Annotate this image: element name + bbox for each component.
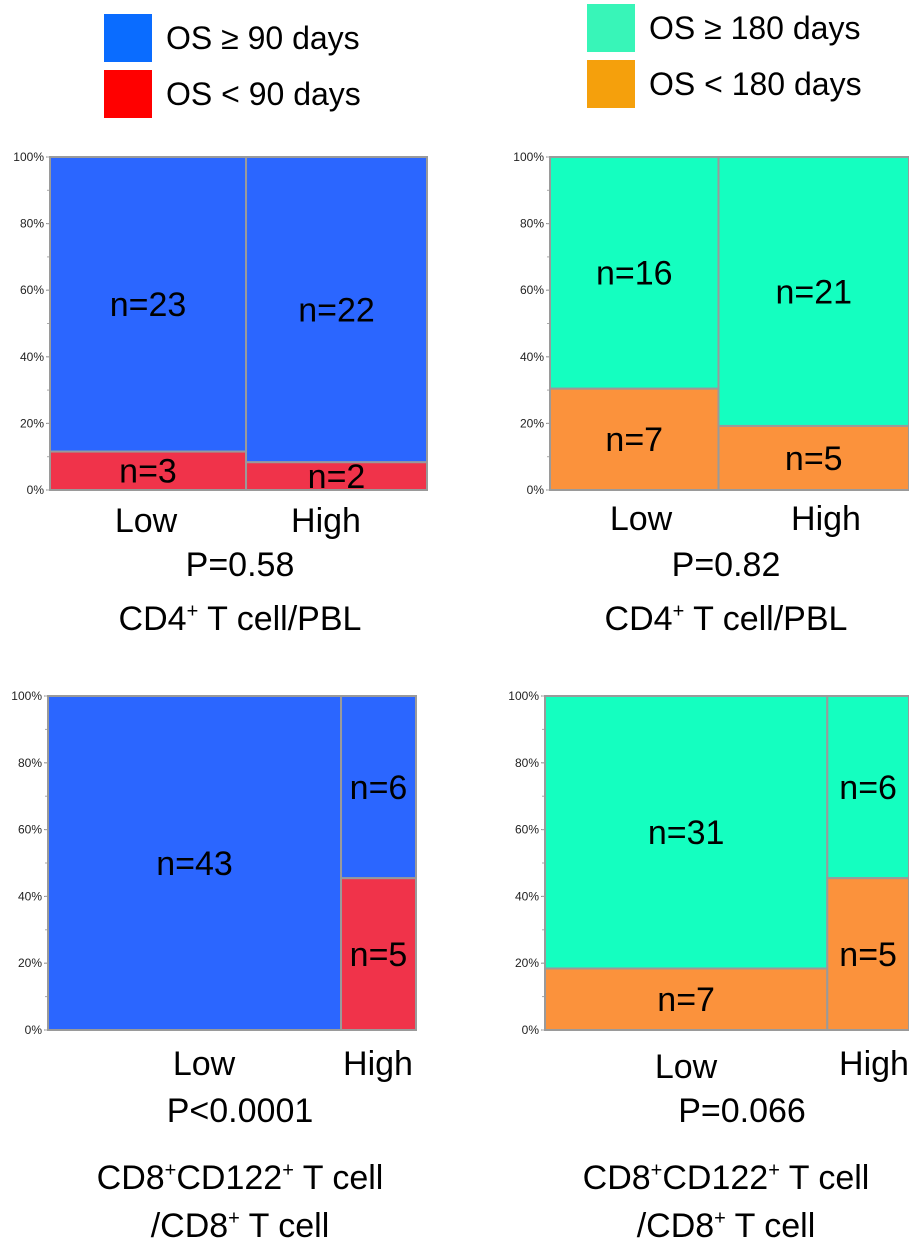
- cell-count-label: n=5: [350, 936, 408, 974]
- pvalue-chart-1: P=0.58: [185, 546, 295, 584]
- legend-label: OS ≥ 180 days: [649, 9, 861, 46]
- mosaic-cell: [544, 967, 829, 1032]
- y-tick-label: 40%: [18, 889, 42, 903]
- y-tick-label: 0%: [25, 1023, 43, 1037]
- mosaic-cell: [717, 156, 909, 427]
- cell-count-label: n=31: [648, 814, 725, 852]
- legend-swatch: [587, 4, 635, 52]
- mosaic-cell: [826, 877, 909, 1031]
- y-tick-label: 0%: [27, 483, 45, 497]
- pvalue-chart-3: P<0.0001: [166, 1092, 314, 1130]
- y-tick-label: 80%: [20, 217, 44, 231]
- mosaic-cell: [340, 877, 418, 1031]
- y-tick-label: 20%: [20, 416, 44, 430]
- caption-chart-1: CD4+ T cell/PBL: [118, 600, 362, 638]
- y-tick-label: 60%: [515, 823, 539, 837]
- y-tick-label: 60%: [520, 283, 544, 297]
- legend-item-os-ge-180: OS ≥ 180 days: [587, 4, 860, 52]
- legend-label: OS < 180 days: [649, 65, 862, 102]
- mosaic-cell: [340, 695, 418, 880]
- legend-swatch: [104, 14, 152, 62]
- y-tick-label: 100%: [11, 689, 42, 703]
- pvalue-chart-2: P=0.82: [671, 546, 781, 584]
- y-tick-label: 20%: [515, 956, 539, 970]
- y-tick-label: 0%: [527, 483, 545, 497]
- category-label: High: [791, 500, 861, 538]
- cell-count-label: n=2: [308, 458, 366, 496]
- y-tick-label: 60%: [20, 283, 44, 297]
- cell-count-label: n=7: [657, 981, 715, 1019]
- y-tick-label: 40%: [520, 350, 544, 364]
- cell-count-label: n=6: [350, 769, 408, 807]
- category-label: Low: [610, 500, 673, 538]
- y-tick-label: 80%: [515, 756, 539, 770]
- legend-item-os-lt-180: OS < 180 days: [587, 60, 862, 108]
- y-tick-label: 60%: [18, 823, 42, 837]
- cell-count-label: n=16: [596, 255, 673, 293]
- legend-label: OS < 90 days: [166, 75, 361, 112]
- cell-count-label: n=5: [785, 440, 843, 478]
- category-label: High: [343, 1045, 413, 1083]
- legend-item-os-ge-90: OS ≥ 90 days: [104, 14, 360, 62]
- cell-count-label: n=3: [119, 453, 177, 491]
- y-tick-label: 100%: [13, 150, 44, 164]
- mosaic-cell: [544, 695, 829, 970]
- category-label: Low: [173, 1045, 236, 1083]
- category-label: Low: [655, 1048, 718, 1086]
- y-tick-label: 100%: [508, 689, 539, 703]
- cell-count-label: n=21: [775, 273, 852, 311]
- mosaic-cell: [826, 695, 909, 880]
- y-tick-label: 20%: [18, 956, 42, 970]
- legend-item-os-lt-90: OS < 90 days: [104, 70, 361, 118]
- cell-count-label: n=6: [839, 769, 897, 807]
- y-tick-label: 40%: [20, 350, 44, 364]
- category-label: High: [839, 1045, 909, 1083]
- caption-chart-2: CD4+ T cell/PBL: [604, 600, 848, 638]
- caption-chart-3: CD8+CD122+ T cell/CD8+ T cell: [96, 1159, 384, 1245]
- category-label: High: [291, 502, 361, 540]
- legend-swatch: [104, 70, 152, 118]
- y-tick-label: 80%: [520, 217, 544, 231]
- legend-right: OS ≥ 180 days OS < 180 days: [587, 4, 897, 114]
- y-tick-label: 80%: [18, 756, 42, 770]
- pvalue-chart-4: P=0.066: [678, 1092, 806, 1130]
- cell-count-label: n=5: [839, 936, 897, 974]
- cell-count-label: n=23: [110, 286, 187, 324]
- mosaic-cell: [245, 461, 428, 491]
- cell-count-label: n=7: [605, 421, 663, 459]
- category-label: Low: [115, 502, 178, 540]
- y-tick-label: 40%: [515, 889, 539, 903]
- y-tick-label: 100%: [513, 150, 544, 164]
- legend-label: OS ≥ 90 days: [166, 19, 360, 56]
- mosaic-cell: [245, 156, 428, 464]
- mosaic-cell: [49, 450, 248, 492]
- mosaic-cell: [49, 156, 248, 453]
- cell-count-label: n=43: [156, 845, 233, 883]
- legend-left: OS ≥ 90 days OS < 90 days: [104, 14, 404, 124]
- y-tick-label: 0%: [522, 1023, 540, 1037]
- caption-chart-4: CD8+CD122+ T cell/CD8+ T cell: [582, 1159, 870, 1245]
- cell-count-label: n=22: [298, 292, 375, 330]
- legend-swatch: [587, 60, 635, 108]
- y-tick-label: 20%: [520, 416, 544, 430]
